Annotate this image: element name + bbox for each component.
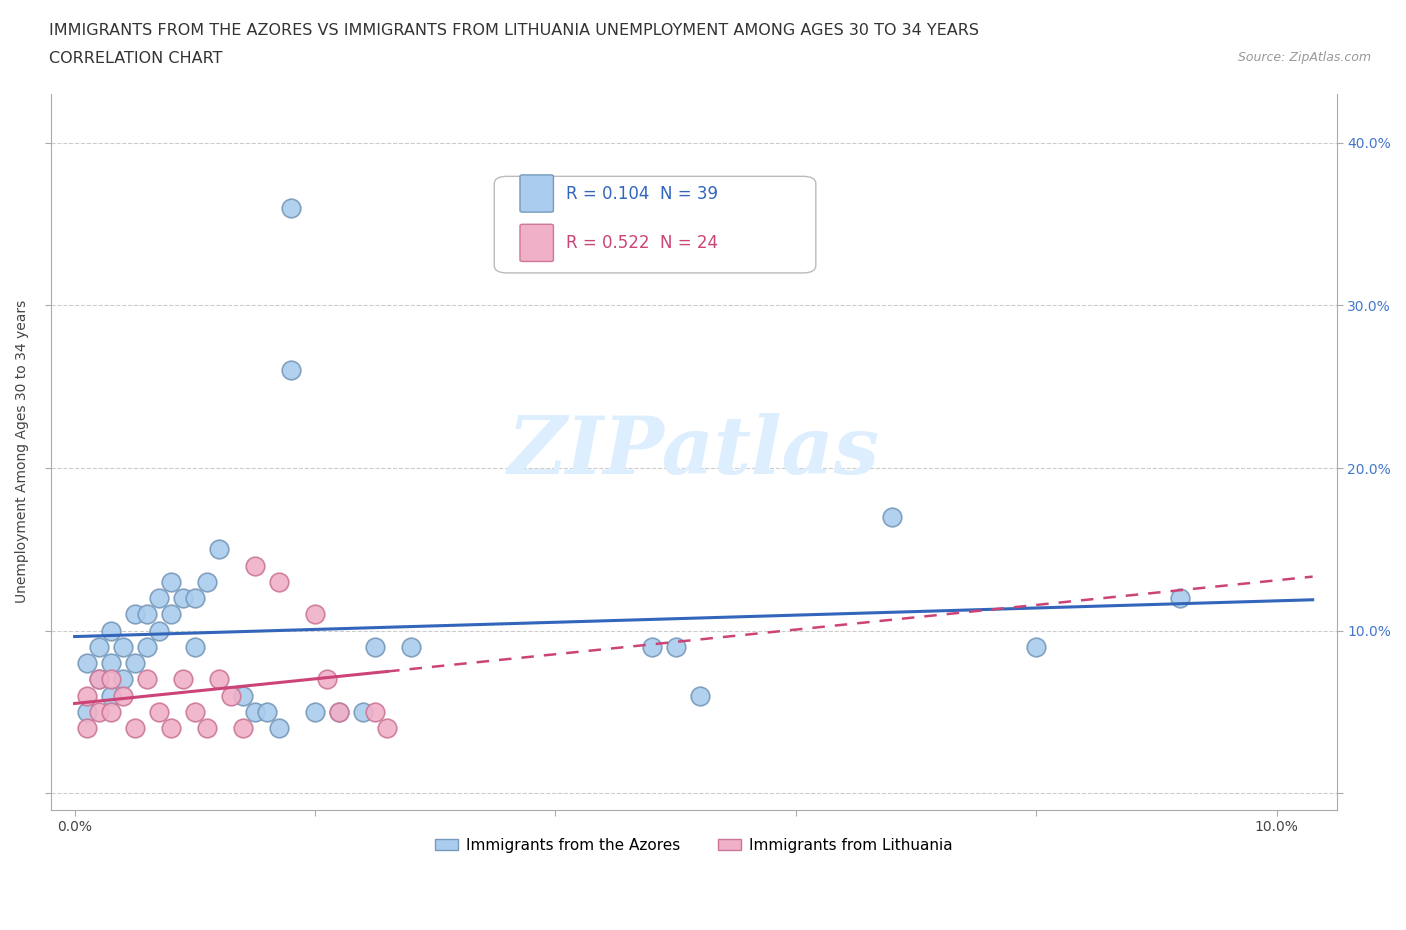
Point <box>159 575 181 590</box>
Point <box>665 640 688 655</box>
Text: R = 0.522: R = 0.522 <box>567 233 650 252</box>
Point <box>124 721 146 736</box>
Point <box>184 705 207 720</box>
Text: IMMIGRANTS FROM THE AZORES VS IMMIGRANTS FROM LITHUANIA UNEMPLOYMENT AMONG AGES : IMMIGRANTS FROM THE AZORES VS IMMIGRANTS… <box>49 23 979 38</box>
Point <box>135 607 157 622</box>
Point <box>100 672 122 687</box>
Point <box>352 705 374 720</box>
Point <box>111 640 134 655</box>
Point <box>640 640 662 655</box>
Point <box>375 721 398 736</box>
Point <box>364 640 387 655</box>
Point <box>399 640 422 655</box>
Point <box>219 688 242 703</box>
Point <box>124 607 146 622</box>
Point <box>100 623 122 638</box>
Legend: Immigrants from the Azores, Immigrants from Lithuania: Immigrants from the Azores, Immigrants f… <box>429 832 959 859</box>
Point <box>159 607 181 622</box>
Point <box>280 363 302 378</box>
Point <box>87 672 110 687</box>
Point <box>76 721 98 736</box>
Point <box>87 640 110 655</box>
Point <box>135 672 157 687</box>
Point <box>76 688 98 703</box>
Point <box>159 721 181 736</box>
Point <box>172 591 194 605</box>
Y-axis label: Unemployment Among Ages 30 to 34 years: Unemployment Among Ages 30 to 34 years <box>15 300 30 604</box>
Point <box>232 721 254 736</box>
Point <box>880 510 903 525</box>
Point <box>100 656 122 671</box>
Point <box>689 688 711 703</box>
Point <box>364 705 387 720</box>
Point <box>267 721 290 736</box>
Point <box>232 688 254 703</box>
Point <box>111 688 134 703</box>
Point <box>195 575 218 590</box>
Point <box>280 201 302 216</box>
Point <box>208 672 231 687</box>
Text: R = 0.104: R = 0.104 <box>567 184 650 203</box>
Text: Source: ZipAtlas.com: Source: ZipAtlas.com <box>1237 51 1371 64</box>
Point <box>87 705 110 720</box>
Point <box>208 542 231 557</box>
Point <box>243 705 266 720</box>
Point <box>328 705 350 720</box>
Point <box>148 705 170 720</box>
Point <box>100 688 122 703</box>
Text: CORRELATION CHART: CORRELATION CHART <box>49 51 222 66</box>
Point <box>76 705 98 720</box>
FancyBboxPatch shape <box>520 175 554 212</box>
Point <box>124 656 146 671</box>
Point <box>87 672 110 687</box>
Point <box>100 705 122 720</box>
Point <box>195 721 218 736</box>
Text: N = 24: N = 24 <box>661 233 718 252</box>
Point <box>328 705 350 720</box>
Point <box>184 591 207 605</box>
FancyBboxPatch shape <box>495 177 815 272</box>
Point <box>304 607 326 622</box>
Point <box>148 623 170 638</box>
Point <box>243 558 266 573</box>
Point <box>148 591 170 605</box>
Point <box>1170 591 1192 605</box>
Point <box>111 672 134 687</box>
Point <box>304 705 326 720</box>
FancyBboxPatch shape <box>520 224 554 261</box>
Text: ZIPatlas: ZIPatlas <box>508 413 880 490</box>
Point <box>316 672 339 687</box>
Point <box>172 672 194 687</box>
Point <box>256 705 278 720</box>
Point <box>184 640 207 655</box>
Point <box>135 640 157 655</box>
Point <box>1025 640 1047 655</box>
Point <box>76 656 98 671</box>
Point <box>267 575 290 590</box>
Text: N = 39: N = 39 <box>661 184 718 203</box>
